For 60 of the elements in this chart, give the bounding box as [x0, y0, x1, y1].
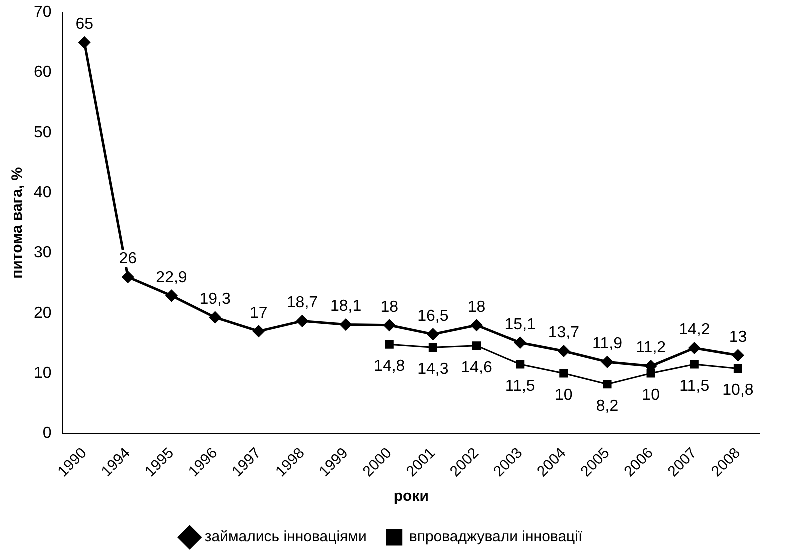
data-label: 18	[468, 298, 486, 316]
data-label: 11,9	[592, 336, 623, 352]
point	[471, 320, 483, 332]
data-label: 11,2	[636, 340, 666, 357]
point	[122, 272, 134, 284]
point	[560, 369, 568, 378]
data-label: 10	[642, 386, 660, 404]
point	[210, 312, 222, 324]
point	[603, 380, 612, 389]
data-label: 18,7	[286, 294, 318, 312]
data-label: 14,2	[679, 322, 710, 339]
y-tick-label: 70	[34, 4, 52, 22]
legend-label: впроваджували інновації	[409, 528, 584, 546]
point	[385, 340, 394, 349]
data-label: 10	[555, 386, 573, 404]
point	[734, 364, 742, 373]
data-label: 14,3	[418, 361, 449, 378]
y-tick-label: 0	[42, 425, 52, 442]
point	[732, 350, 744, 362]
point	[428, 343, 438, 352]
data-label: 8,2	[596, 398, 619, 415]
y-tick-label: 50	[34, 124, 52, 142]
y-tick-label: 60	[34, 64, 52, 82]
data-label: 14,6	[461, 359, 492, 376]
point	[253, 326, 265, 338]
y-axis-title: питома вага, %	[9, 167, 26, 279]
data-label: 16,5	[418, 308, 449, 325]
point	[602, 356, 614, 368]
data-label: 11,5	[505, 378, 536, 395]
data-label: 22,9	[156, 269, 188, 286]
point	[166, 290, 178, 302]
point	[427, 328, 439, 340]
point	[514, 337, 526, 349]
data-label: 15,1	[504, 316, 536, 334]
point	[340, 319, 352, 331]
data-label: 14,8	[374, 358, 406, 376]
data-label: 17	[250, 304, 268, 322]
data-label: 18,1	[330, 298, 362, 316]
point	[516, 360, 525, 369]
data-label: 13,7	[548, 324, 580, 342]
y-tick-label: 10	[34, 364, 52, 382]
point	[78, 36, 90, 48]
y-tick-label: 40	[34, 184, 52, 202]
point	[558, 346, 570, 358]
x-axis-title: роки	[394, 488, 429, 506]
data-label: 10,8	[722, 382, 754, 400]
data-label: 11,5	[680, 378, 710, 395]
point	[688, 342, 700, 354]
y-tick-label: 20	[34, 304, 52, 322]
data-label: 65	[76, 16, 94, 34]
point	[296, 315, 308, 327]
point	[384, 320, 396, 332]
point	[690, 360, 699, 369]
legend-label: займались інноваціями	[204, 528, 367, 546]
point	[472, 342, 482, 350]
data-label: 18	[380, 298, 399, 316]
data-label: 26	[119, 250, 138, 268]
data-label: 19,3	[200, 290, 231, 308]
y-tick-label: 30	[34, 244, 52, 262]
data-label: 13	[729, 328, 748, 346]
